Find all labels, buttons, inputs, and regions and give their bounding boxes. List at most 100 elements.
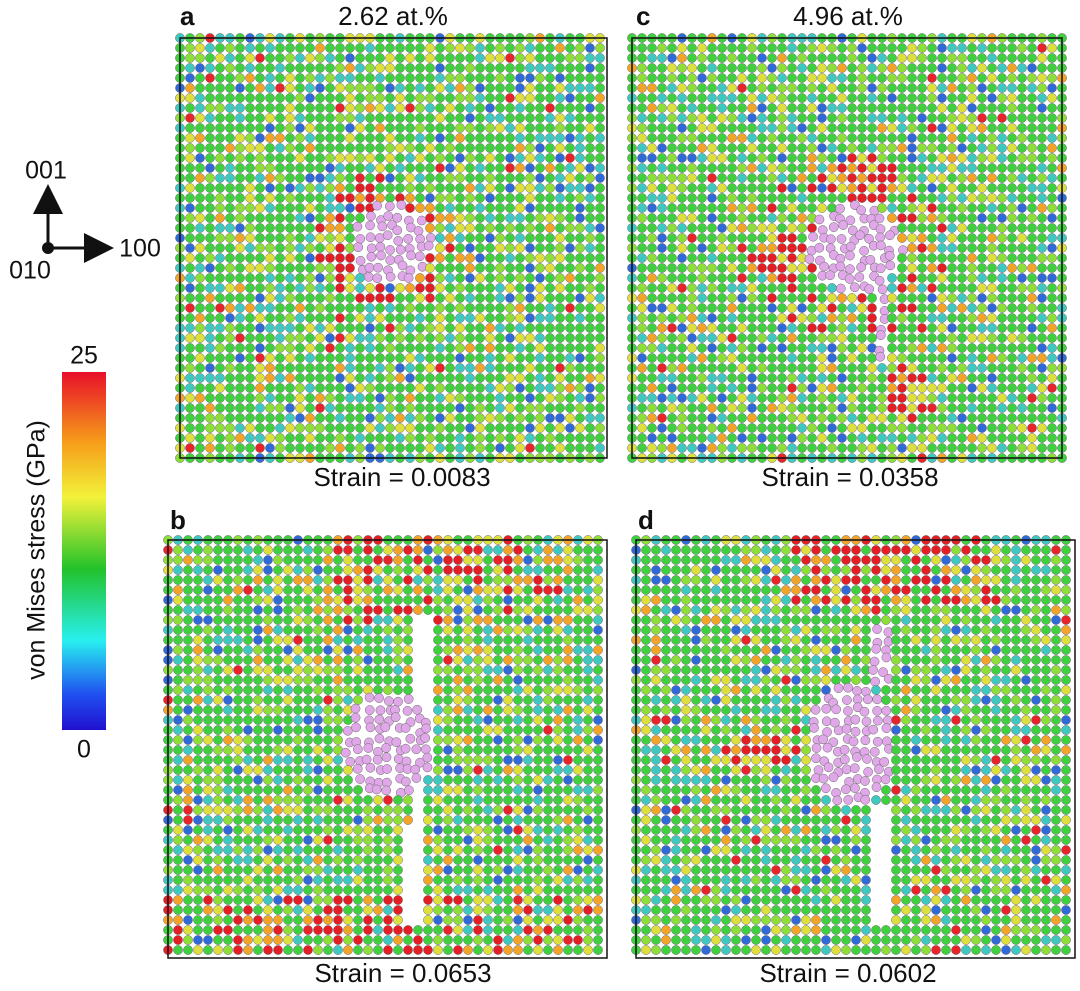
atom [405,193,415,203]
atom [313,555,323,565]
atom [503,915,513,925]
atom [365,133,375,143]
atom [563,665,573,675]
atom [887,213,897,223]
atom [475,223,485,233]
atom [273,595,283,605]
atom [453,625,463,635]
atom [503,565,513,575]
atom [563,785,573,795]
atom [235,393,245,403]
atom [595,253,605,263]
atom [495,333,505,343]
atom [275,393,285,403]
atom [1037,263,1047,273]
atom [677,263,687,273]
atom [857,303,867,313]
atom [907,93,917,103]
atom [423,795,433,805]
atom [545,263,555,273]
atom [183,935,193,945]
atom [555,123,565,133]
atom [243,715,253,725]
atom [697,323,707,333]
atom [275,263,285,273]
atom [757,213,767,223]
atom [205,63,215,73]
atom [1027,63,1037,73]
atom [366,251,377,262]
atom [565,273,575,283]
atom [363,795,373,805]
atom [385,193,395,203]
atom [405,113,415,123]
atom [223,805,233,815]
atom [443,705,453,715]
atom [817,43,827,53]
atom [215,433,225,443]
atom [495,153,505,163]
atom [585,73,595,83]
atom [677,183,687,193]
atom [225,423,235,433]
atom [223,835,233,845]
atom [535,333,545,343]
atom [847,103,857,113]
atom [987,233,997,243]
atom [493,645,503,655]
atom [807,103,817,113]
atom [807,203,817,213]
atom [817,133,827,143]
atom [997,293,1007,303]
atom [727,303,737,313]
atom [553,755,563,765]
atom [215,313,225,323]
atom [523,745,533,755]
atom [303,905,313,915]
atom [373,655,383,665]
atom [353,925,363,935]
atom [483,745,493,755]
atom [235,373,245,383]
atom [173,715,183,725]
atom [647,313,657,323]
atom [667,103,677,113]
atom [513,695,523,705]
atom [1007,303,1017,313]
atom [553,785,563,795]
atom [717,273,727,283]
atom [313,815,323,825]
atom [352,744,363,755]
atom [435,83,445,93]
atom [977,133,987,143]
atom [245,43,255,53]
atom [215,403,225,413]
atom [727,123,737,133]
atom [657,223,667,233]
atom [453,555,463,565]
atom [315,413,325,423]
atom [333,775,343,785]
atom [937,173,947,183]
atom [475,393,485,403]
atom [173,805,183,815]
atom [425,83,435,93]
atom [185,233,195,243]
atom [183,585,193,595]
atom [335,273,345,283]
atom [393,635,403,645]
atom [847,293,857,303]
atom [253,555,263,565]
atom [233,695,243,705]
atom [565,443,575,453]
atom [553,675,563,685]
atom [887,323,897,333]
atom [987,143,997,153]
atom [425,183,435,193]
atom [867,293,877,303]
atom [857,193,867,203]
atom [1007,273,1017,283]
atom [543,785,553,795]
atom [263,875,273,885]
atom [987,43,997,53]
